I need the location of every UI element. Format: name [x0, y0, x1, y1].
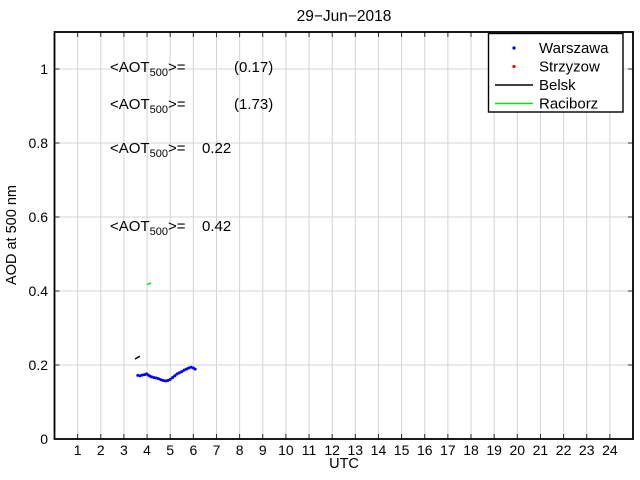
- series-warszawa-marker: [157, 377, 161, 381]
- series-warszawa-marker: [175, 372, 179, 376]
- annotation-warszawa-mean: <AOT500>= (0.17): [110, 59, 273, 79]
- axes-frame: [53, 31, 634, 440]
- x-axis-label: UTC: [329, 456, 359, 472]
- x-tick-label: 22: [556, 442, 572, 458]
- x-tick-label: 4: [143, 442, 151, 458]
- series-warszawa-marker: [152, 376, 156, 380]
- x-tick-label: 21: [533, 442, 549, 458]
- x-tick-label: 20: [510, 442, 526, 458]
- x-tick-label: 17: [440, 442, 456, 458]
- x-tick-label: 6: [189, 442, 197, 458]
- series-layer: [134, 282, 197, 383]
- x-tick-label: 10: [278, 442, 294, 458]
- legend-marker-strzyzow: [512, 64, 516, 69]
- series-warszawa-marker: [159, 378, 163, 382]
- legend-label-warszawa: Warszawa: [539, 40, 609, 57]
- x-tick-label: 5: [166, 442, 174, 458]
- annotation-raciborz-mean: <AOT500>= 0.42: [110, 218, 231, 238]
- x-tick-label: 14: [371, 442, 387, 458]
- series-warszawa-marker: [173, 374, 177, 378]
- series-warszawa-marker: [184, 367, 188, 371]
- series-warszawa-marker: [136, 373, 140, 377]
- legend-label-belsk: Belsk: [539, 77, 576, 94]
- y-tick-label: 0.2: [29, 357, 49, 373]
- series-raciborz-line: [146, 282, 152, 286]
- x-tick-label: 18: [463, 442, 479, 458]
- series-warszawa-marker: [187, 366, 191, 370]
- chart-title: 29−Jun−2018: [297, 8, 392, 25]
- series-warszawa-marker: [171, 376, 175, 380]
- x-tick-label: 12: [324, 442, 340, 458]
- series-warszawa-marker: [166, 379, 170, 383]
- x-tick-label: 8: [236, 442, 244, 458]
- series-warszawa-marker: [193, 367, 197, 371]
- series-warszawa-marker: [182, 368, 186, 372]
- series-warszawa-marker: [189, 365, 193, 369]
- y-axis-label: AOD at 500 nm: [4, 185, 20, 285]
- series-warszawa-marker: [164, 379, 168, 383]
- series-warszawa-marker: [154, 376, 158, 380]
- series-belsk-line: [134, 355, 141, 360]
- tick-labels-layer: 1 2 3 4 5 6 7 8 9 10 11 12 13 14 15 16 17 18 19 20 21 22 23 240…: [29, 61, 618, 458]
- x-tick-label: 2: [97, 442, 105, 458]
- x-tick-label: 23: [579, 442, 595, 458]
- series-warszawa-marker: [138, 374, 142, 378]
- series-warszawa-marker: [161, 379, 165, 383]
- x-tick-label: 11: [302, 442, 317, 458]
- annotation-strzyzow-mean: <AOT500>= (1.73): [110, 96, 273, 116]
- series-warszawa-marker: [180, 370, 184, 374]
- x-tick-label: 1: [74, 442, 82, 458]
- series-warszawa-marker: [177, 371, 181, 375]
- x-tick-label: 19: [486, 442, 502, 458]
- x-tick-label: 15: [394, 442, 410, 458]
- y-tick-label: 0.8: [29, 135, 49, 151]
- x-tick-label: 24: [602, 442, 618, 458]
- annotation-belsk-mean: <AOT500>= 0.22: [110, 140, 231, 160]
- legend: Warszawa Strzyzow Belsk Raciborz: [487, 32, 624, 113]
- x-tick-label: 3: [120, 442, 128, 458]
- y-tick-label: 0: [40, 431, 48, 447]
- y-tick-label: 0.4: [29, 283, 49, 299]
- series-warszawa-marker: [140, 373, 144, 377]
- x-tick-label: 9: [259, 442, 267, 458]
- grid-layer: [54, 32, 633, 439]
- legend-box: [487, 32, 624, 113]
- x-tick-label: 7: [213, 442, 221, 458]
- legend-label-raciborz: Raciborz: [539, 96, 598, 113]
- y-tick-label: 0.6: [29, 209, 49, 225]
- x-tick-label: 16: [417, 442, 433, 458]
- series-warszawa-marker: [150, 375, 154, 379]
- legend-label-strzyzow: Strzyzow: [539, 59, 600, 76]
- y-tick-label: 1: [40, 61, 48, 77]
- series-warszawa-marker: [168, 377, 172, 381]
- legend-marker-warszawa: [512, 46, 516, 50]
- x-tick-label: 13: [348, 442, 364, 458]
